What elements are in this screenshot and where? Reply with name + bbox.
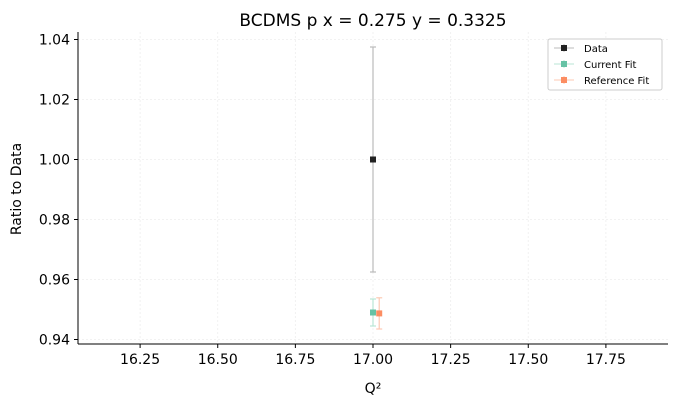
y-axis-label: Ratio to Data [9, 143, 25, 235]
x-ticks: 16.25 16.50 16.75 17.00 17.25 17.50 17.75 [120, 344, 626, 368]
legend-marker [561, 45, 567, 51]
data-point [370, 156, 376, 163]
legend: Data Current Fit Reference Fit [547, 38, 663, 91]
y-tick-label: 0.98 [39, 213, 70, 229]
legend-box [547, 38, 663, 91]
y-tick-label: 1.04 [39, 33, 70, 49]
legend-label: Data [584, 44, 608, 55]
legend-label: Current Fit [584, 60, 637, 71]
y-tick-label: 1.02 [39, 93, 70, 109]
legend-marker [561, 77, 567, 83]
series-2 [376, 297, 383, 330]
x-tick-label: 16.25 [120, 352, 160, 368]
series-0 [370, 46, 376, 273]
series-layer [370, 46, 383, 330]
y-tick-label: 0.94 [39, 333, 70, 349]
x-tick-label: 17.75 [586, 352, 626, 368]
x-tick-label: 17.25 [431, 352, 471, 368]
chart-title: BCDMS p x = 0.275 y = 0.3325 [239, 11, 506, 31]
x-axis-label: Q² [365, 381, 382, 397]
plot-area [77, 32, 668, 345]
data-point [370, 309, 376, 316]
legend-entry: Current Fit [554, 60, 637, 71]
legend-label: Reference Fit [584, 76, 649, 87]
y-tick-label: 1.00 [39, 153, 70, 169]
y-tick-label: 0.96 [39, 273, 70, 289]
legend-marker [561, 61, 567, 67]
x-tick-label: 17.00 [353, 352, 393, 368]
x-tick-label: 16.75 [275, 352, 315, 368]
legend-entries: Data Current Fit Reference Fit [554, 44, 649, 87]
legend-entry: Data [554, 44, 608, 55]
series-1 [370, 298, 376, 327]
x-tick-label: 16.50 [198, 352, 238, 368]
legend-entry: Reference Fit [554, 76, 649, 87]
x-tick-label: 17.50 [508, 352, 548, 368]
y-ticks: 0.94 0.96 0.98 1.00 1.02 1.04 [39, 33, 78, 349]
data-point [376, 310, 383, 317]
